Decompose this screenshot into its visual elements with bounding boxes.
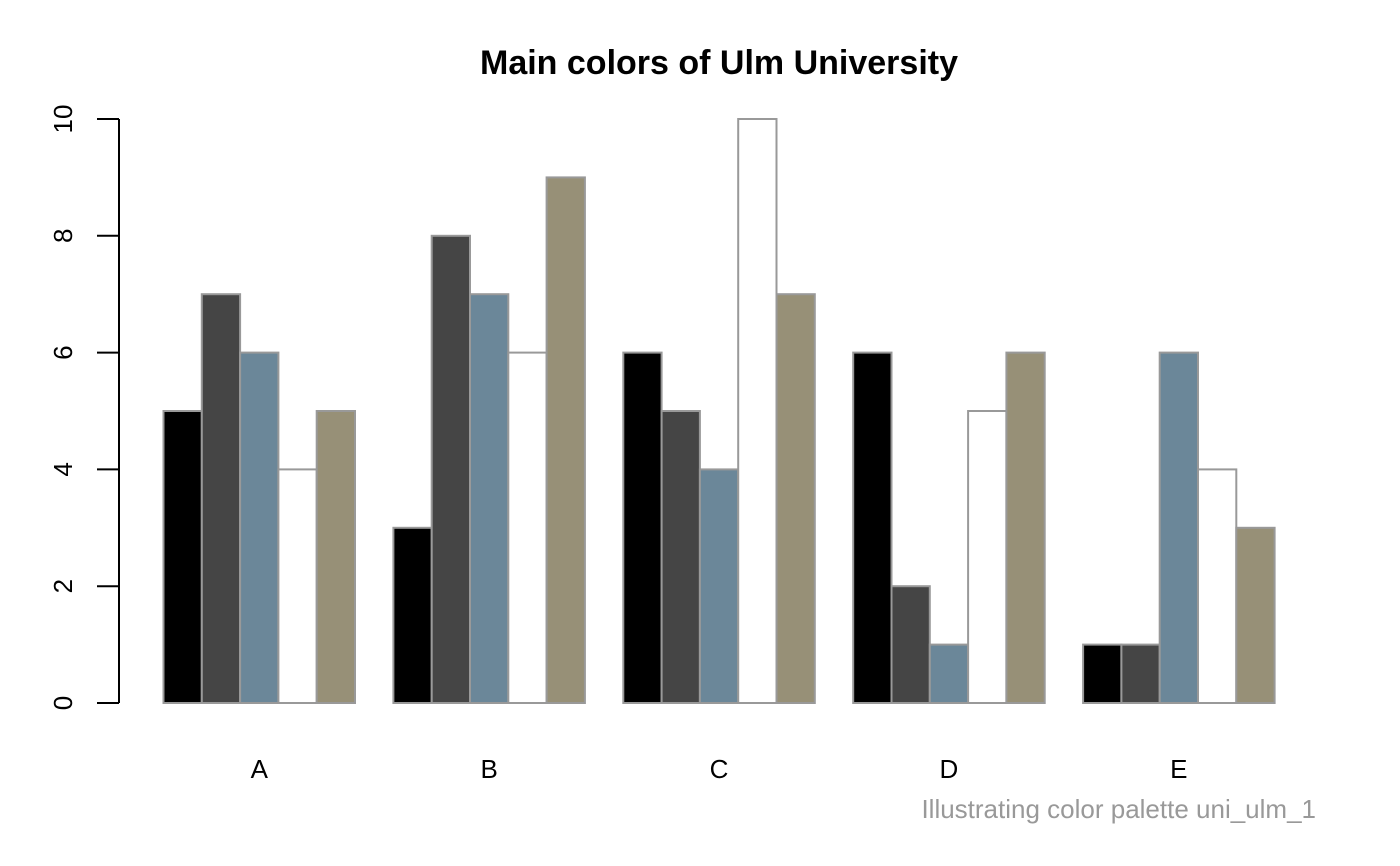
x-tick-label: B	[480, 754, 497, 784]
y-tick-label: 10	[48, 105, 78, 134]
x-tick-label: A	[251, 754, 269, 784]
y-tick-label: 4	[48, 462, 78, 476]
y-tick-label: 6	[48, 345, 78, 359]
y-tick-label: 2	[48, 579, 78, 593]
bar-D-4	[967, 410, 1008, 704]
bar-A-1	[162, 410, 203, 704]
bar-A-4	[277, 468, 318, 704]
chart-title: Main colors of Ulm University	[480, 44, 958, 82]
bar-E-5	[1235, 526, 1276, 704]
x-tick-label: E	[1170, 754, 1187, 784]
bar-D-2	[890, 585, 931, 705]
bar-B-2	[430, 234, 472, 705]
bar-C-5	[775, 293, 816, 704]
bar-B-3	[469, 293, 510, 704]
x-tick-label: D	[940, 754, 959, 784]
bar-E-3	[1158, 351, 1199, 704]
bar-E-4	[1197, 468, 1238, 704]
bar-D-5	[1005, 351, 1046, 704]
bar-C-1	[622, 351, 663, 704]
bar-B-1	[392, 526, 433, 704]
bars	[162, 118, 1276, 705]
x-tick-label: C	[710, 754, 729, 784]
bar-C-2	[660, 410, 701, 704]
bar-D-1	[852, 351, 893, 704]
bar-A-2	[200, 293, 242, 704]
bar-E-1	[1082, 643, 1123, 704]
bar-E-2	[1120, 643, 1161, 704]
x-axis-labels: A B C D E	[251, 754, 1188, 784]
bar-C-4	[737, 118, 778, 704]
y-tick-label: 0	[48, 696, 78, 710]
bar-A-3	[239, 351, 280, 704]
bar-A-5	[315, 410, 357, 704]
bar-B-4	[507, 351, 548, 704]
bar-C-3	[698, 468, 740, 704]
bar-D-3	[928, 643, 970, 704]
y-axis: 0 2 4 6 8 10	[48, 105, 120, 710]
bar-B-5	[545, 176, 586, 704]
chart-caption: Illustrating color palette uni_ulm_1	[921, 794, 1316, 824]
y-tick-label: 8	[48, 229, 78, 243]
